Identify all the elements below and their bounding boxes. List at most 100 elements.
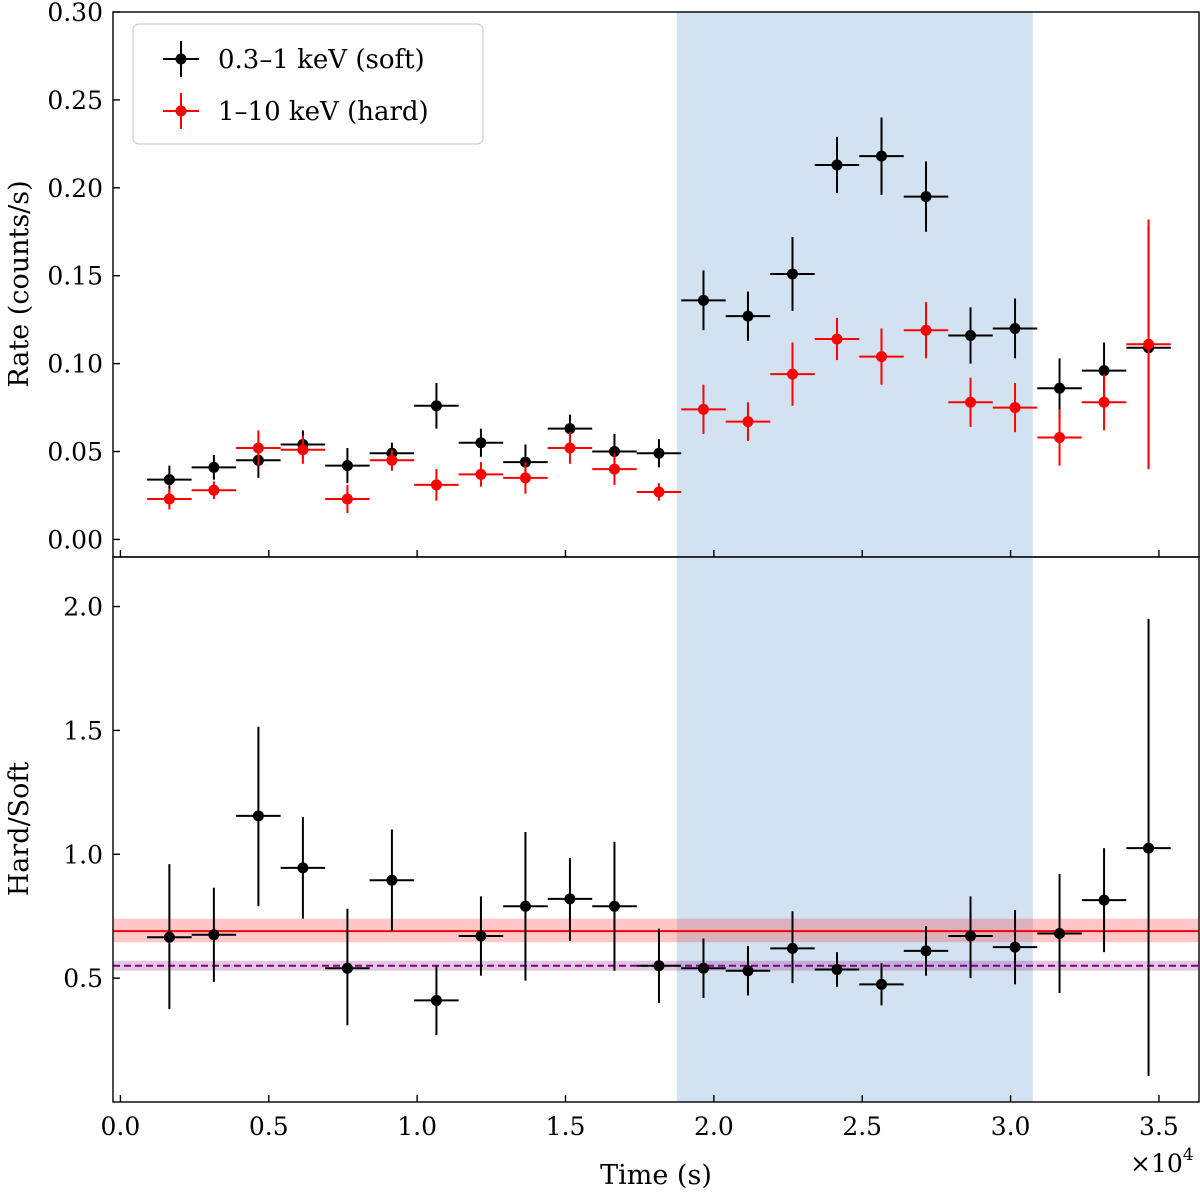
data-point-marker <box>564 893 576 905</box>
data-point-marker <box>386 454 398 466</box>
hard-rate-point <box>681 384 726 434</box>
hard-rate-point <box>191 481 237 499</box>
soft-rate-point <box>992 298 1038 359</box>
bottom-y-tick-label: 1.5 <box>63 716 103 745</box>
bottom-panel: 0.5 1.0 1.5 2.0 0.0 0.5 1.0 1.5 2.0 2.5 3.0 3.5 Har… <box>4 556 1200 1191</box>
top-y-tick-label: 0.30 <box>47 0 103 27</box>
hardness-ratio-point <box>903 926 949 976</box>
hard-rate-point <box>592 453 637 485</box>
bottom-x-tick-label: 3.5 <box>1139 1112 1179 1141</box>
data-point-marker <box>297 862 309 874</box>
legend: 0.3–1 keV (soft) 1–10 keV (hard) <box>132 23 484 145</box>
data-point-marker <box>475 930 487 942</box>
hard-rate-point <box>1081 374 1127 431</box>
data-point-marker <box>252 442 264 454</box>
hardness-ratio-point <box>770 911 815 984</box>
legend-label-hard: 1–10 keV (hard) <box>218 97 429 127</box>
soft-rate-point <box>636 439 682 468</box>
data-point-marker <box>831 963 843 975</box>
data-point-marker <box>297 444 309 456</box>
data-point-marker <box>831 159 843 171</box>
data-point-marker <box>1098 894 1110 906</box>
data-point-marker <box>697 294 709 306</box>
shaded-band <box>676 557 1033 1102</box>
data-point-marker <box>697 403 709 415</box>
data-point-marker <box>1054 382 1066 394</box>
x-axis-offset-label: ×104 <box>1130 1145 1194 1178</box>
data-point-marker <box>1098 396 1110 408</box>
data-point-marker <box>608 900 620 912</box>
data-point-marker <box>519 900 531 912</box>
bottom-x-tick-label: 2.5 <box>842 1112 882 1141</box>
x-offset-base: ×10 <box>1130 1149 1183 1178</box>
data-point-marker <box>742 965 754 977</box>
soft-rate-point <box>1081 342 1127 399</box>
data-point-marker <box>653 486 665 498</box>
hardness-ratio-point <box>636 928 682 1003</box>
data-point-marker <box>341 962 353 974</box>
legend-marker-hard <box>163 93 199 129</box>
data-point-marker <box>430 479 442 491</box>
top-y-tick-label: 0.15 <box>47 262 103 291</box>
x-axis-label: Time (s) <box>600 1160 712 1191</box>
data-point-marker <box>786 368 798 380</box>
data-point-marker <box>876 150 888 162</box>
hard-rate-point <box>503 462 548 494</box>
hard-rate-point <box>147 488 192 510</box>
data-point-marker <box>163 474 175 486</box>
hard-rate-point <box>725 402 771 441</box>
x-offset-exponent: 4 <box>1183 1145 1194 1165</box>
top-y-axis-label: Rate (counts/s) <box>4 180 35 387</box>
soft-rate-point <box>458 428 504 457</box>
data-point-marker <box>1009 402 1021 414</box>
data-point-marker <box>653 447 665 459</box>
hardness-ratio-point <box>147 864 192 1010</box>
soft-rate-point <box>725 291 771 341</box>
data-point-marker <box>163 931 175 943</box>
data-point-marker <box>163 493 175 505</box>
shaded-band <box>676 12 1033 557</box>
hard-rate-point <box>636 483 682 501</box>
data-point-marker <box>1054 431 1066 443</box>
data-point-marker <box>1009 322 1021 334</box>
data-point-marker <box>965 329 977 341</box>
data-point-marker <box>341 460 353 472</box>
hardness-ratio-point <box>547 857 593 941</box>
data-point-marker <box>653 960 665 972</box>
hard-rate-point <box>814 317 860 361</box>
legend-marker-soft <box>163 41 199 77</box>
hardness-ratio-point <box>369 829 415 932</box>
data-point-marker <box>831 333 843 345</box>
data-point-marker <box>208 929 220 941</box>
hard-rate-point <box>859 328 904 385</box>
bottom-y-axis-label: Hard/Soft <box>4 762 35 897</box>
data-point-marker <box>876 978 888 990</box>
data-point-marker <box>475 468 487 480</box>
bottom-axes-frame <box>112 556 1200 1103</box>
soft-rate-point <box>325 448 370 484</box>
bottom-x-tick-label: 3.0 <box>991 1112 1031 1141</box>
hard-rate-point <box>547 432 593 464</box>
bottom-x-tick-label: 0.0 <box>101 1112 141 1141</box>
top-y-tick-label: 0.25 <box>47 86 103 115</box>
soft-rate-point <box>681 270 726 331</box>
hard-rate-point <box>236 430 281 466</box>
hardness-ratio-point <box>992 910 1038 985</box>
data-point-marker <box>876 351 888 363</box>
top-axis-ticks: 0.00 0.05 0.10 0.15 0.20 0.25 0.30 <box>47 0 1160 557</box>
hardness-ratio-point <box>191 887 237 982</box>
data-point-marker <box>786 942 798 954</box>
hard-rate-point <box>903 302 949 359</box>
top-y-tick-label: 0.10 <box>47 350 103 379</box>
hard-rate-point <box>992 382 1038 433</box>
hard-rate-point <box>948 377 993 427</box>
top-y-tick-label: 0.05 <box>47 438 103 467</box>
hardness-ratio-point <box>948 896 993 979</box>
data-point-marker <box>920 324 932 336</box>
hard-rate-point <box>369 449 415 471</box>
hard-rate-point <box>325 484 370 514</box>
hardness-ratio-point <box>458 896 504 976</box>
hardness-ratio-point <box>725 945 771 996</box>
data-point-marker <box>965 930 977 942</box>
